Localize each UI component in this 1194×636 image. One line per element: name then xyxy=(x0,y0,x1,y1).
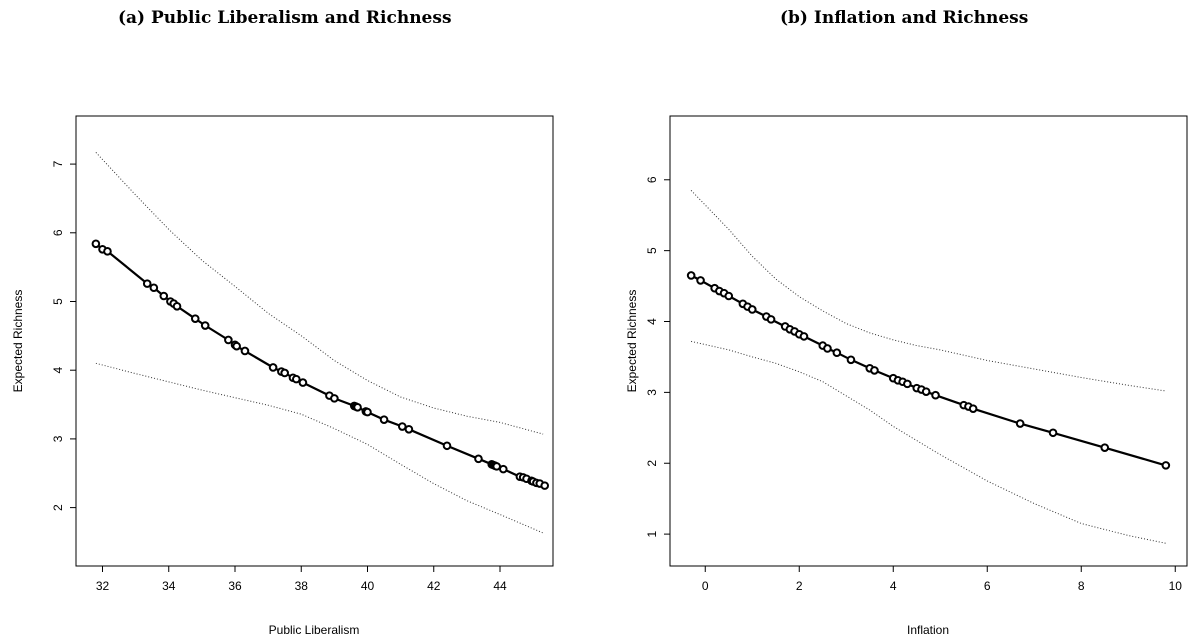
data-point xyxy=(766,315,776,324)
data-point xyxy=(353,402,362,412)
data-point xyxy=(846,355,856,365)
y-tick-label: 4 xyxy=(645,318,659,325)
data-point xyxy=(268,363,278,372)
x-tick-label: 2 xyxy=(796,579,803,593)
data-point xyxy=(291,374,301,384)
x-tick-label: 0 xyxy=(702,579,709,593)
x-tick-label: 38 xyxy=(295,579,309,593)
data-point xyxy=(103,247,112,256)
x-tick-label: 44 xyxy=(493,579,507,593)
x-tick-label: 10 xyxy=(1169,579,1183,593)
data-point xyxy=(240,346,250,356)
data-point xyxy=(540,481,550,490)
data-point xyxy=(474,454,483,464)
x-tick-label: 40 xyxy=(361,579,375,593)
y-tick-label: 6 xyxy=(645,176,659,183)
data-point xyxy=(968,404,978,413)
data-point xyxy=(799,332,809,341)
data-point xyxy=(686,271,696,280)
data-point xyxy=(379,415,389,424)
y-tick-label: 4 xyxy=(51,367,65,374)
data-point xyxy=(232,341,241,351)
y-tick-label: 2 xyxy=(645,460,659,467)
panel-b-caption: (b) Inflation and Richness xyxy=(780,8,1029,28)
data-point xyxy=(492,462,501,471)
data-point xyxy=(747,305,757,314)
data-point xyxy=(190,314,200,323)
upper-bound-line xyxy=(95,152,544,435)
data-point xyxy=(363,407,372,417)
upper-bound-line xyxy=(690,190,1166,392)
data-point xyxy=(1015,419,1025,428)
data-point xyxy=(1161,461,1171,470)
x-tick-label: 32 xyxy=(96,579,110,593)
y-tick-label: 3 xyxy=(645,389,659,396)
data-point xyxy=(832,348,842,357)
y-tick-label: 7 xyxy=(51,160,65,167)
data-point xyxy=(298,378,308,387)
lower-bound-line xyxy=(690,340,1166,544)
data-point xyxy=(224,335,233,345)
data-point xyxy=(149,283,159,293)
y-tick-label: 3 xyxy=(51,435,65,442)
data-point xyxy=(921,387,931,396)
data-point xyxy=(1048,428,1058,438)
estimate-line xyxy=(690,274,1167,467)
data-point xyxy=(724,291,734,301)
y-tick-label: 6 xyxy=(51,229,65,236)
x-tick-label: 42 xyxy=(427,579,441,593)
data-point xyxy=(903,379,912,389)
x-axis-label: Public Liberalism xyxy=(269,623,360,636)
data-point xyxy=(696,276,705,285)
data-point xyxy=(397,422,407,431)
data-point xyxy=(280,368,289,378)
data-point xyxy=(200,321,210,330)
x-tick-label: 4 xyxy=(890,579,897,593)
data-point xyxy=(142,279,152,288)
data-point xyxy=(442,441,452,451)
data-point xyxy=(499,464,508,474)
x-tick-label: 36 xyxy=(228,579,242,593)
data-point xyxy=(404,424,414,434)
y-tick-label: 5 xyxy=(51,298,65,305)
panel-a-caption: (a) Public Liberalism and Richness xyxy=(118,8,452,28)
data-point xyxy=(823,344,832,353)
plot-frame xyxy=(669,115,1188,567)
y-tick-label: 5 xyxy=(645,247,659,254)
data-point xyxy=(931,390,940,400)
data-point xyxy=(330,394,339,403)
data-point xyxy=(1100,443,1110,452)
y-axis-label: Expected Richness xyxy=(11,290,25,393)
x-axis-label: Inflation xyxy=(907,623,949,636)
x-tick-label: 34 xyxy=(162,579,176,593)
y-tick-label: 1 xyxy=(645,530,659,537)
x-tick-label: 8 xyxy=(1078,579,1085,593)
data-point xyxy=(159,291,169,301)
y-tick-label: 2 xyxy=(51,504,65,511)
plot-frame xyxy=(75,115,554,567)
data-point xyxy=(172,302,182,311)
x-tick-label: 6 xyxy=(984,579,991,593)
y-axis-label: Expected Richness xyxy=(625,290,639,393)
data-point xyxy=(870,366,879,375)
data-point xyxy=(91,239,101,249)
